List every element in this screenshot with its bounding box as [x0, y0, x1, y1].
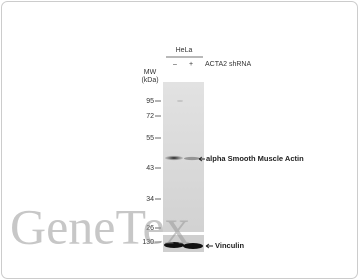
mw-marker: 95	[146, 98, 154, 105]
mw-marker: 72	[146, 113, 154, 120]
band	[184, 157, 200, 160]
mw-label: (kDa)	[141, 77, 158, 84]
band	[165, 156, 183, 160]
treatment: ACTA2 shRNA	[205, 61, 251, 68]
cell-line: HeLa	[176, 47, 193, 54]
band-label: Vinculin	[215, 241, 244, 250]
mw-label: MW	[144, 69, 157, 76]
lane-label: –	[173, 61, 177, 68]
mw-marker: 43	[146, 165, 154, 172]
mw-marker: 55	[146, 135, 154, 142]
blot-figure: HeLa – + ACTA2 shRNA MW (kDa) 9572554334…	[0, 0, 359, 280]
band	[177, 100, 183, 102]
band-label: alpha Smooth Muscle Actin	[206, 154, 304, 163]
lane-label: +	[189, 61, 193, 68]
watermark: GeneTex	[10, 198, 190, 254]
